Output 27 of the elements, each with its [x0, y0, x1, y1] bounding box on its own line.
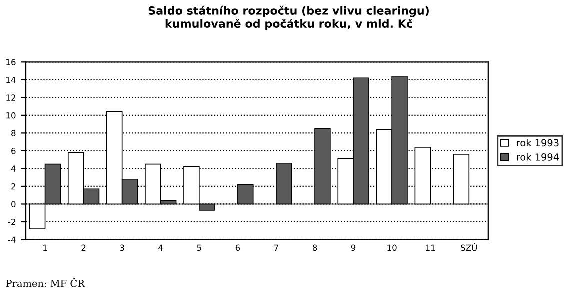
x-tick-label: 2 — [82, 244, 86, 251]
y-tick-label: 10 — [6, 112, 16, 119]
y-tick-label: -4 — [8, 236, 16, 243]
x-tick-label: 7 — [274, 244, 278, 251]
x-tick-label: 8 — [312, 244, 318, 252]
y-tick-label: 0 — [12, 201, 16, 208]
y-tick-label: 16 — [6, 59, 16, 66]
x-tick-label: 10 — [388, 244, 397, 252]
y-tick-label: 6 — [12, 148, 16, 154]
x-tick-label: 11 — [426, 244, 436, 251]
y-tick-label: 4 — [11, 166, 16, 172]
x-tick-label: SZÚ — [461, 243, 477, 252]
chart-title: Saldo státního rozpočtu (bez vlivu clearingu) kumulovaně od počátku roku, v mld. Kč — [148, 6, 429, 30]
legend-label: rok 1994 — [517, 153, 560, 161]
x-tick-label: 6 — [236, 244, 240, 252]
x-tick-label: 4 — [158, 244, 164, 251]
y-tick-label: 8 — [12, 130, 16, 136]
y-tick-label: 12 — [6, 94, 16, 101]
x-tick-label: 9 — [351, 244, 356, 252]
x-tick-label: 3 — [120, 244, 124, 252]
y-tick-label: 14 — [6, 77, 16, 84]
x-tick-label: 1 — [44, 244, 48, 251]
text: Pramen: MF ČR — [6, 278, 86, 288]
legend-label: rok 1993 — [517, 139, 559, 147]
y-tick-label: 2 — [12, 183, 16, 190]
x-tick-label: 5 — [197, 244, 202, 252]
y-tick-label: -2 — [8, 218, 16, 226]
